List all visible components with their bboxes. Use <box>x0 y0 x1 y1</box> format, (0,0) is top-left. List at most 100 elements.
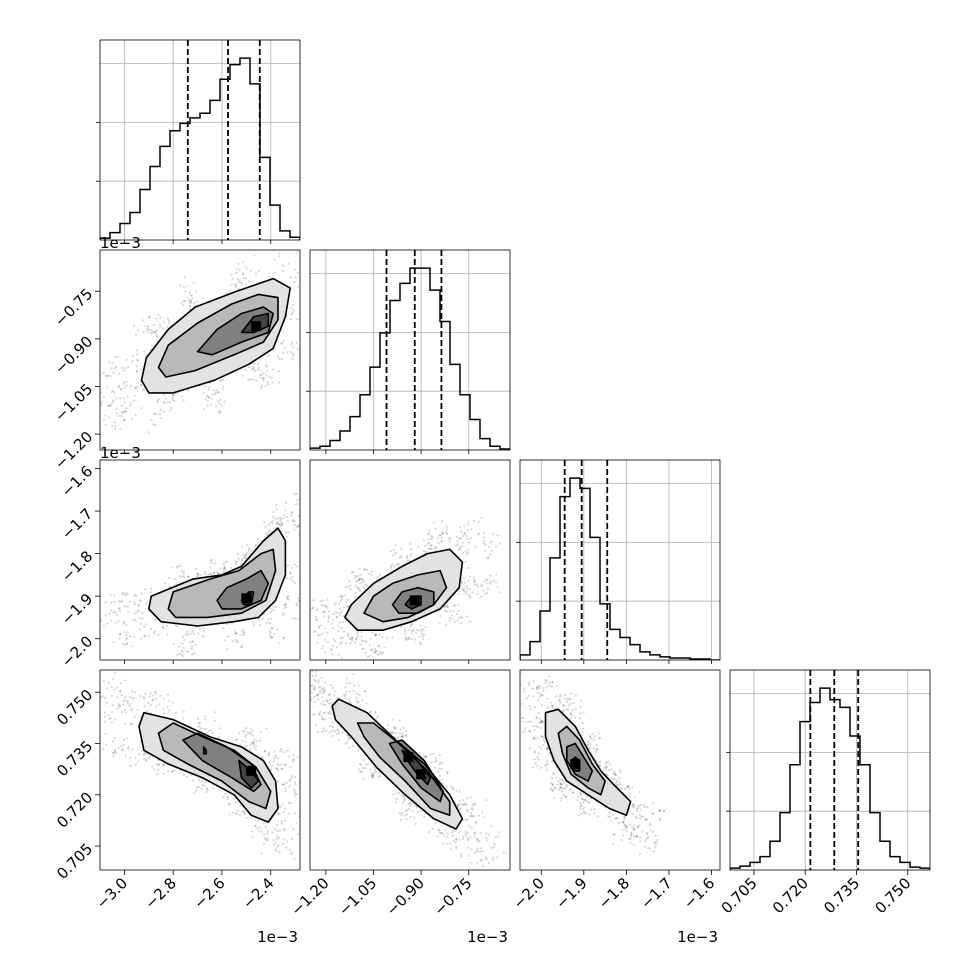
scatter-point <box>402 796 406 799</box>
scatter-point <box>163 712 166 715</box>
scatter-point <box>191 630 194 633</box>
scatter-point <box>263 750 267 753</box>
scatter-point <box>212 388 215 391</box>
scatter-point <box>282 811 285 814</box>
scatter-point <box>124 592 127 595</box>
scatter-point <box>205 728 208 731</box>
scatter-point <box>244 283 247 286</box>
pair-inner <box>100 251 300 434</box>
scatter-point <box>622 817 626 821</box>
scatter-point <box>245 744 248 748</box>
scatter-point <box>131 747 134 751</box>
scatter-point <box>431 827 434 831</box>
scatter-point <box>481 877 483 879</box>
scatter-point <box>126 592 129 595</box>
scatter-point <box>354 638 358 641</box>
scatter-point <box>106 404 110 407</box>
scatter-point <box>166 317 170 320</box>
scatter-point <box>358 693 361 696</box>
scatter-point <box>574 694 577 697</box>
scatter-point <box>171 398 174 401</box>
contour-line <box>157 293 279 378</box>
scatter-point <box>306 793 308 795</box>
scatter-point <box>374 712 377 715</box>
scatter-point <box>104 601 107 604</box>
scatter-point <box>214 391 218 394</box>
scatter-point <box>356 579 359 582</box>
scatter-point <box>314 679 318 682</box>
scatter-point <box>338 614 342 617</box>
contour-line <box>167 548 277 619</box>
scatter-point <box>659 809 662 812</box>
scatter-point <box>317 679 320 682</box>
scatter-point <box>654 843 657 846</box>
scatter-point <box>467 579 470 582</box>
scatter-point <box>307 611 309 613</box>
scatter-point <box>122 369 125 372</box>
scatter-point <box>465 808 468 812</box>
scatter-point <box>124 711 127 714</box>
scatter-point <box>448 540 451 543</box>
scatter-point <box>190 647 193 650</box>
scatter-point <box>295 341 298 344</box>
scatter-point <box>240 559 244 562</box>
scatter-point <box>418 751 422 754</box>
scatter-point <box>452 840 455 843</box>
scatter-point <box>407 635 410 639</box>
scatter-point <box>202 408 205 411</box>
scatter-point <box>613 770 616 773</box>
scatter-point <box>463 525 466 528</box>
scatter-point <box>288 785 291 788</box>
scatter-point <box>424 550 428 553</box>
scatter-point <box>166 633 169 636</box>
scatter-point <box>345 690 348 693</box>
scatter-point <box>292 309 295 312</box>
scatter-point <box>106 622 109 625</box>
scatter-point <box>190 294 194 297</box>
scatter-point <box>296 251 299 254</box>
scatter-point <box>424 625 427 629</box>
scatter-point <box>120 388 123 391</box>
scatter-point <box>297 597 300 600</box>
scatter-point <box>602 769 605 772</box>
scatter-point <box>637 824 641 827</box>
scatter-point <box>465 534 468 538</box>
scatter-point <box>344 742 347 745</box>
scatter-point <box>595 748 598 751</box>
scatter-point <box>165 624 168 628</box>
scatter-point <box>471 815 474 818</box>
scatter-point <box>120 693 123 697</box>
scatter-point <box>125 384 128 387</box>
scatter-point <box>283 606 286 610</box>
scatter-point <box>559 783 562 786</box>
scatter-point <box>206 394 209 398</box>
scatter-point <box>186 630 189 633</box>
scatter-point <box>330 701 333 705</box>
scatter-point <box>102 680 105 683</box>
scatter-point <box>143 697 146 700</box>
scatter-point <box>565 784 568 787</box>
scatter-point <box>321 718 324 721</box>
x-tick-label: 0.750 <box>872 874 915 917</box>
scatter-point <box>104 424 107 427</box>
scatter-point <box>397 564 400 567</box>
scatter-point <box>155 762 158 766</box>
scatter-point <box>303 503 305 505</box>
scatter-point <box>242 630 245 634</box>
scatter-point <box>162 320 165 323</box>
scatter-point <box>277 844 280 847</box>
scatter-point <box>527 720 531 723</box>
contour-line <box>240 312 270 334</box>
scatter-point <box>398 556 402 559</box>
scatter-point <box>228 289 231 292</box>
scatter-point <box>290 566 293 569</box>
scatter-point <box>347 605 350 608</box>
scatter-point <box>133 594 136 597</box>
scatter-point <box>249 378 252 381</box>
scatter-point <box>563 787 567 790</box>
scatter-point <box>540 721 543 724</box>
scatter-point <box>327 617 330 620</box>
scatter-point <box>326 631 329 634</box>
scatter-point <box>113 671 117 674</box>
